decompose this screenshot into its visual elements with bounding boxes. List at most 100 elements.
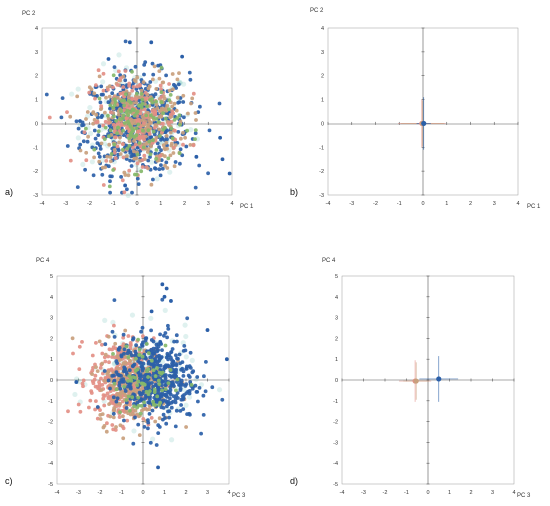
scatter-point	[184, 366, 189, 371]
scatter-point	[82, 130, 87, 135]
scatter-point	[121, 113, 126, 117]
scatter-point	[123, 69, 128, 73]
scatter-point	[169, 405, 174, 410]
scatter-point	[135, 91, 139, 96]
scatter-point	[108, 128, 113, 133]
scatter-point	[122, 418, 126, 423]
scatter-outlier	[162, 294, 167, 299]
scatter-point	[131, 153, 135, 158]
scatter-point	[145, 150, 150, 154]
scatter-point	[121, 414, 125, 419]
scatter-point	[114, 399, 119, 404]
scatter-point	[125, 351, 130, 356]
scatter-point	[107, 94, 112, 99]
scatter-point	[91, 173, 96, 178]
scatter-point	[181, 374, 186, 378]
scatter-outlier	[127, 40, 132, 45]
scatter-halo	[189, 357, 195, 363]
scatter-point	[107, 184, 112, 189]
scatter-point	[121, 361, 126, 366]
scatter-point	[181, 130, 185, 135]
scatter-outlier	[180, 54, 185, 59]
scatter-halo	[89, 159, 95, 165]
scatter-point	[125, 187, 129, 192]
scatter-point	[149, 328, 154, 333]
scatter-point	[199, 431, 204, 436]
x-tick-label: -1	[119, 490, 124, 496]
scatter-point	[108, 159, 113, 164]
scatter-point	[151, 72, 156, 77]
scatter-point	[175, 339, 179, 344]
y-tick-label: 3	[35, 50, 38, 56]
scatter-point	[193, 128, 198, 133]
scatter-point	[156, 387, 161, 391]
scatter-point	[83, 167, 87, 172]
scatter-point	[195, 375, 200, 379]
scatter-point	[194, 118, 198, 122]
scatter-point	[96, 129, 101, 134]
scatter-point	[135, 367, 140, 372]
scatter-point	[142, 107, 147, 112]
scatter-point	[85, 139, 90, 144]
scatter-point	[166, 323, 170, 328]
scatter-point	[123, 389, 128, 393]
scatter-point	[158, 134, 162, 138]
scatter-point	[139, 393, 143, 397]
scatter-point	[190, 96, 195, 101]
x-tick-label: 1	[445, 201, 448, 207]
scatter-point	[115, 131, 119, 136]
scatter-point	[118, 135, 122, 140]
x-tick-label: -4	[55, 490, 60, 496]
scatter-point	[127, 408, 132, 413]
scatter-point	[104, 95, 108, 100]
scatter-point	[157, 382, 162, 386]
scatter-point	[164, 73, 169, 78]
scatter-outlier	[78, 119, 82, 123]
scatter-point	[183, 348, 188, 353]
scatter-point	[146, 124, 150, 129]
scatter-point	[155, 354, 159, 359]
scatter-point	[178, 409, 183, 413]
scatter-point	[133, 64, 138, 69]
scatter-point	[98, 417, 103, 421]
scatter-point	[110, 355, 114, 359]
scatter-point	[119, 122, 124, 126]
scatter-point	[139, 103, 144, 107]
scatter-point	[100, 342, 104, 347]
scatter-halo	[99, 157, 106, 164]
scatter-point	[91, 365, 95, 370]
scatter-point	[68, 114, 73, 119]
scatter-point	[128, 151, 133, 155]
scatter-point	[134, 172, 139, 177]
y-tick-label: -2	[33, 169, 38, 175]
scatter-point	[160, 297, 165, 302]
scatter-point	[87, 90, 92, 95]
scatter-point	[172, 101, 177, 106]
scatter-point	[92, 147, 97, 152]
scatter-point	[210, 385, 215, 390]
scatter-point	[158, 173, 163, 178]
scatter-point	[129, 164, 134, 168]
scatter-point	[111, 85, 115, 90]
scatter-point	[98, 366, 103, 370]
scatter-point	[122, 170, 127, 175]
scatter-point	[140, 408, 144, 413]
scatter-point	[157, 120, 161, 125]
scatter-point	[106, 100, 111, 105]
scatter-point	[151, 177, 155, 182]
scatter-point	[81, 139, 86, 144]
scatter-point	[138, 82, 142, 87]
scatter-point	[110, 329, 115, 334]
scatter-point	[159, 163, 163, 168]
scatter-point	[118, 423, 123, 428]
scatter-point	[185, 128, 190, 133]
scatter-point	[114, 387, 119, 392]
scatter-point	[138, 411, 143, 416]
scatter-point	[99, 141, 104, 146]
scatter-point	[141, 128, 145, 133]
scatter-halo	[102, 317, 108, 323]
scatter-point	[168, 93, 173, 97]
scatter-point	[148, 389, 152, 393]
scatter-point	[166, 156, 171, 161]
scatter-point	[136, 129, 141, 134]
